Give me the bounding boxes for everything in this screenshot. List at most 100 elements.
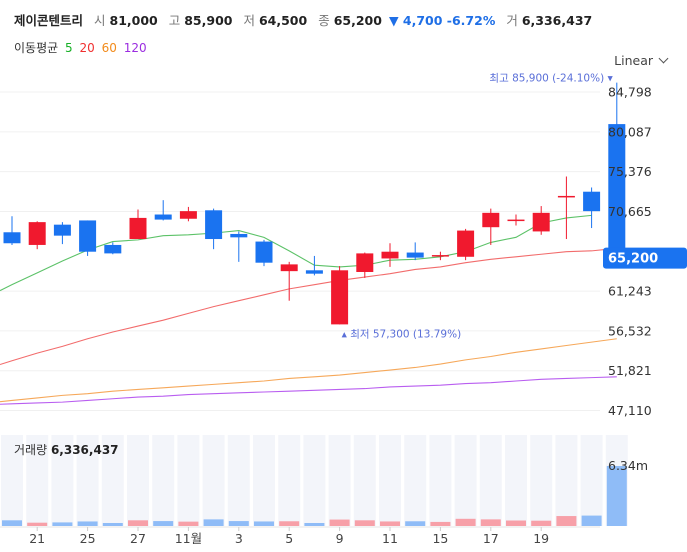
candle-body [104,244,122,254]
y-tick-label: 80,087 [608,124,652,139]
ma120-line [0,376,617,405]
volume-bar [531,520,552,526]
volume-bar [228,521,249,526]
y-tick-label: 84,798 [608,85,652,100]
stock-name: 제이콘텐트리 [14,13,84,28]
volume-bar [606,466,627,526]
volume-bar [128,520,148,526]
y-tick-label: 70,665 [608,204,652,219]
volume-column-bg [353,435,376,526]
volume-column-bg [555,435,578,526]
ma-legend-120[interactable]: 120 [123,41,147,55]
candle-body [230,233,248,238]
candle-body [482,212,500,228]
candle-body [583,191,601,212]
high-annotation: 최고 85,900 (-24.10%) ▾ [489,73,613,85]
open-label: 시 [94,13,106,28]
last-price-label: 65,200 [608,252,658,267]
close-value: 65,200 [333,13,382,28]
x-tick-label: 15 [432,531,448,546]
volume-column-bg [328,435,351,526]
volume-column-bg [227,435,250,526]
ma-legend-title: 이동평균 [14,41,59,55]
volume-column-bg [505,435,527,526]
volume-bar [2,520,22,526]
candle-body [255,241,273,263]
volume-column-bg [76,435,99,526]
volume-column-bg [278,435,301,526]
y-tick-label: 61,243 [608,284,652,299]
volume-column-bg [454,435,477,526]
low-annotation: ▴ 최저 57,300 (13.79%) [342,328,462,340]
candle-body [381,251,399,259]
volume-column-bg [580,435,603,526]
volume-bar [304,523,325,526]
volume-column-bg [127,435,149,526]
volume-bar [354,520,375,526]
y-tick-label: 56,532 [608,323,652,338]
candle-body [280,264,298,272]
ma-legend-20[interactable]: 20 [79,41,95,55]
last-price-tag [603,247,687,269]
volume-bar [480,519,501,526]
x-tick-label: 19 [533,531,549,546]
candle-body [431,255,449,257]
scale-dropdown[interactable]: Linear [614,53,669,68]
x-tick-label: 11 [382,531,398,546]
scale-label: Linear [614,53,653,68]
volume-bar [27,522,48,526]
close-label: 종 [318,13,330,28]
volume-bar [455,518,476,526]
volume-column-bg [429,435,452,526]
candle-body [154,214,172,220]
ma-legend-5[interactable]: 5 [65,41,73,55]
candle-body [457,230,475,257]
volume-bar [581,515,602,526]
volume-bar [506,520,526,526]
volume-bar [77,521,98,526]
candle-body [557,195,575,198]
volume-title-value: 6,336,437 [50,443,119,457]
volume-column-bg [530,435,553,526]
y-tick-label: 47,110 [608,403,652,418]
change-value: ▼ 4,700 -6.72% [388,13,496,28]
volume-column-bg [51,435,74,526]
x-tick-label: 11월 [175,531,202,546]
ma-legend: 이동평균 5 20 60 120 [14,39,147,56]
price-header: 제이콘텐트리 시 81,000 고 85,900 저 64,500 종 65,2… [14,10,592,29]
x-tick-label: 17 [483,531,499,546]
candle-body [79,220,97,252]
volume-bar [102,523,123,526]
high-label: 고 [168,13,181,28]
candle-body [53,224,71,236]
candle-body [406,252,424,258]
ma-legend-60[interactable]: 60 [101,41,117,55]
volume-bar [329,519,350,526]
ma60-line [0,338,617,403]
volume-column-bg [253,435,275,526]
volume-bar [380,521,400,526]
x-tick-label: 27 [130,531,146,546]
volume-column-bg [379,435,401,526]
volume-column-bg [26,435,49,526]
x-tick-label: 3 [235,531,243,546]
volume-bar [153,521,174,526]
candle-body [331,270,349,325]
volume-value: 6,336,437 [521,13,593,28]
volume-axis-label: 6.34m [608,458,648,473]
volume-column-bg [202,435,225,526]
volume-column-bg [152,435,175,526]
candle-body [608,124,626,258]
open-value: 81,000 [109,13,158,28]
x-tick-label: 5 [285,531,293,546]
volume-bar [203,519,224,526]
candle-body [3,232,21,244]
low-label: 저 [243,13,255,28]
high-value: 85,900 [184,13,233,28]
candle-body [305,270,323,274]
volume-bar [178,521,199,526]
volume-bar [279,521,300,526]
x-tick-label: 9 [336,531,344,546]
candle-body [179,211,197,219]
